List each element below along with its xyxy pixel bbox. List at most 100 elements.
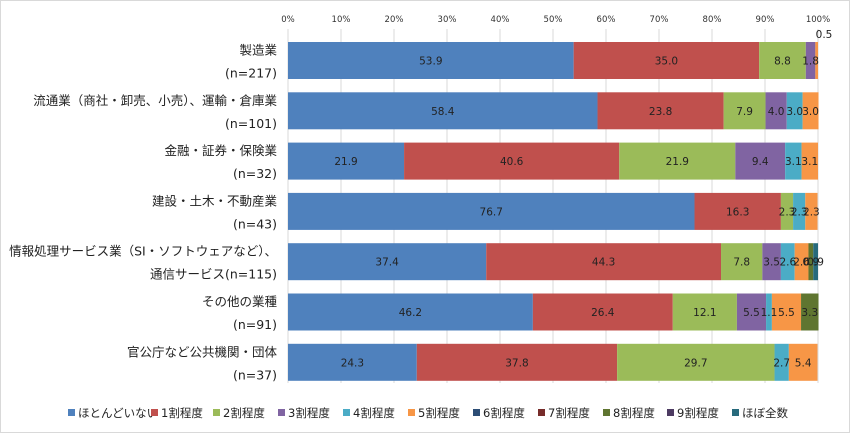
bar-segment: [573, 42, 760, 79]
bar-segment: [793, 192, 806, 230]
data-label: 5.5: [778, 307, 795, 319]
legend-label: ほとんどいない: [78, 406, 158, 420]
bar-segment: [532, 293, 673, 331]
data-label: 3.5: [763, 257, 780, 269]
data-label: 1.1: [761, 307, 778, 319]
legend-label: 9割程度: [677, 406, 719, 420]
x-tick-label: 90%: [756, 15, 775, 25]
bar-segment: [736, 293, 767, 331]
legend-label: 7割程度: [548, 406, 590, 420]
legend-label: 2割程度: [223, 406, 265, 420]
bar-segment: [288, 243, 487, 281]
category-label: 情報処理サービス業（SI・ソフトウェアなど）、: [9, 244, 277, 259]
data-label: 9.4: [752, 156, 769, 168]
data-label: 4.0: [768, 106, 785, 118]
data-label: 44.3: [592, 257, 615, 269]
category-label: その他の業種: [202, 294, 278, 309]
bar-segment: [801, 142, 818, 180]
category-label: 官公庁など公共機関・団体: [127, 344, 278, 359]
data-label: 23.8: [649, 106, 672, 118]
data-label: 7.8: [733, 257, 750, 269]
data-label: 76.7: [480, 206, 503, 218]
data-label: 53.9: [419, 56, 442, 68]
bar-segment: [759, 42, 806, 79]
category-label: 建設・土木・不動産業: [152, 193, 278, 208]
category-label: (n=91): [233, 317, 277, 332]
x-tick-label: 0%: [281, 15, 295, 25]
x-tick-label: 20%: [385, 15, 404, 25]
bar-segment: [416, 343, 618, 381]
data-label: 0.5: [816, 29, 833, 41]
bar-segment: [288, 142, 405, 180]
legend-label: 5割程度: [418, 406, 460, 420]
bar-segment: [723, 92, 766, 130]
x-tick-label: 30%: [438, 15, 457, 25]
legend-swatch: [408, 409, 415, 416]
data-label: 3.0: [802, 106, 819, 118]
data-label: 37.4: [375, 257, 399, 269]
data-label: 40.6: [500, 156, 524, 168]
data-label: 26.4: [591, 307, 615, 319]
x-tick-label: 70%: [650, 15, 669, 25]
data-label: 16.3: [726, 206, 749, 218]
bar-segment: [786, 92, 803, 130]
data-label: 12.1: [693, 307, 716, 319]
category-label: (n=101): [225, 116, 277, 131]
bar-segment: [288, 42, 574, 79]
legend-label: 4割程度: [353, 406, 395, 420]
category-label: 流通業（商社・卸売、小売）、運輸・倉庫業: [33, 93, 277, 108]
bar-segment: [762, 243, 781, 281]
legend-swatch: [667, 409, 674, 416]
data-label: 29.7: [684, 357, 707, 369]
bar-segment: [694, 192, 781, 230]
data-label: 21.9: [334, 156, 357, 168]
bar-segment: [288, 343, 417, 381]
legend-label: 6割程度: [483, 406, 525, 420]
x-tick-label: 100%: [806, 15, 830, 25]
category-label: 金融・証券・保険業: [164, 143, 277, 158]
legend-swatch: [538, 409, 545, 416]
legend-swatch: [603, 409, 610, 416]
bar-segment: [672, 293, 737, 331]
data-label: 3.3: [801, 307, 818, 319]
data-label: 37.8: [505, 357, 528, 369]
data-label: 2.3: [803, 206, 820, 218]
data-label: 3.0: [786, 106, 803, 118]
category-label: 通信サービス(n=115): [150, 267, 277, 282]
legend-label: 3割程度: [288, 406, 330, 420]
bar-segment: [766, 293, 772, 331]
bar-segment: [780, 192, 794, 230]
bar-segment: [771, 293, 802, 331]
data-label: 2.3: [779, 206, 796, 218]
x-tick-label: 60%: [597, 15, 616, 25]
data-label: 2.7: [773, 357, 790, 369]
data-label: 0.9: [802, 257, 819, 269]
data-label: 0.9: [807, 257, 824, 269]
x-tick-label: 50%: [544, 15, 563, 25]
legend-label: ほぼ全数: [742, 406, 788, 420]
data-label: 8.8: [774, 56, 791, 68]
data-label: 58.4: [431, 106, 455, 118]
legend-swatch: [343, 409, 350, 416]
legend-swatch: [68, 409, 75, 416]
bar-segment: [735, 142, 786, 180]
data-label: 3.1: [801, 156, 818, 168]
bar-segment: [765, 92, 787, 130]
data-label: 21.9: [666, 156, 689, 168]
legend-swatch: [213, 409, 220, 416]
category-label: (n=32): [233, 166, 277, 181]
data-label: 2.3: [791, 206, 808, 218]
bar-segment: [404, 142, 620, 180]
data-label: 5.5: [743, 307, 760, 319]
data-label: 7.9: [736, 106, 753, 118]
bar-segment: [619, 142, 736, 180]
legend: ほとんどいない 1割程度 2割程度 3割程度 4割程度 5割程度 6割程度 7割程度 8割程度 9…: [68, 406, 788, 420]
data-label: 5.4: [795, 357, 812, 369]
bar-segment: [805, 192, 818, 230]
bar-segment: [288, 192, 695, 230]
category-label: 製造業: [239, 43, 277, 58]
category-label: (n=37): [233, 367, 277, 382]
legend-swatch: [473, 409, 480, 416]
legend-label: 1割程度: [161, 406, 203, 420]
